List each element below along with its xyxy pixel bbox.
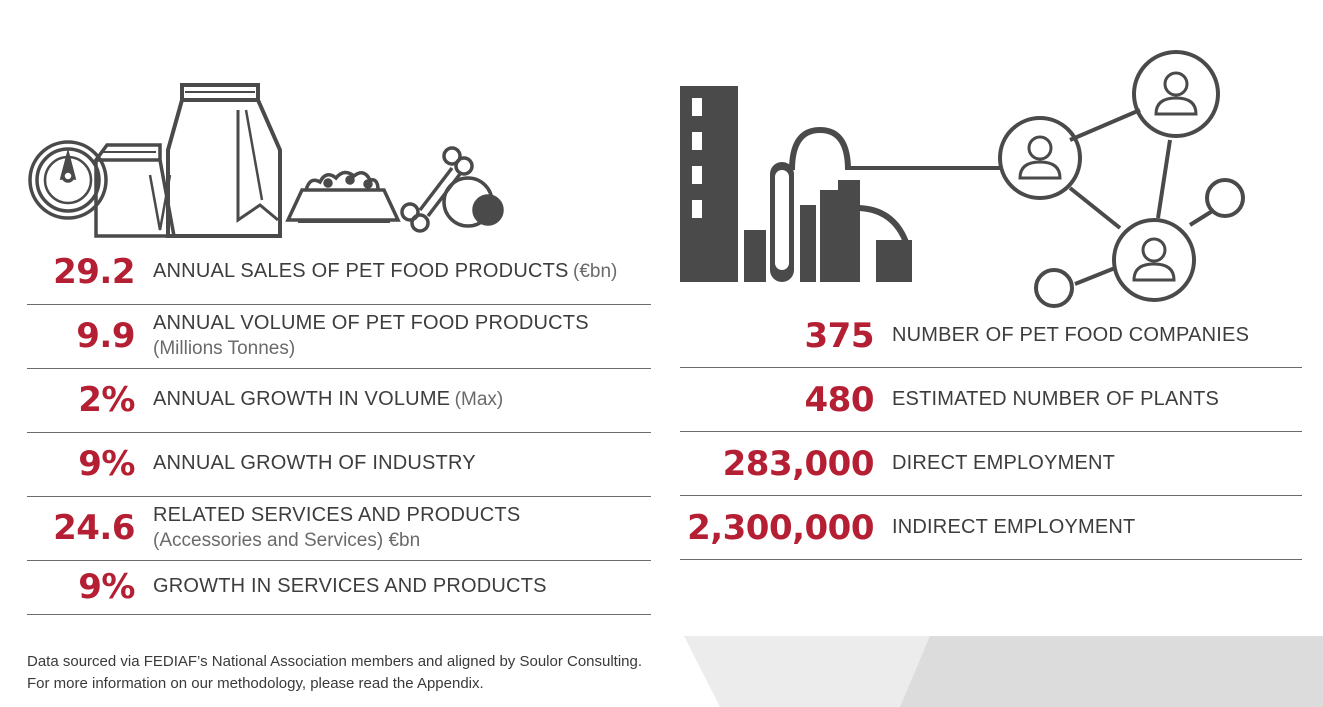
stat-row-plants: 480 ESTIMATED NUMBER OF PLANTS: [0, 368, 1302, 432]
stat-row-growth-services: 9% GROWTH IN SERVICES AND PRODUCTS: [27, 560, 651, 615]
stat-label: ANNUAL VOLUME OF PET FOOD PRODUCTS (Mill…: [153, 311, 589, 361]
stat-label: INDIRECT EMPLOYMENT: [892, 515, 1135, 541]
row-rule: [680, 495, 1302, 496]
bone-and-ball-icon: [400, 146, 504, 233]
row-rule: [680, 559, 1302, 560]
row-rule: [680, 431, 1302, 432]
stat-label-main: GROWTH IN SERVICES AND PRODUCTS: [153, 575, 547, 597]
stat-label-main: ANNUAL GROWTH IN VOLUME: [153, 388, 451, 410]
stat-value: 480: [804, 380, 875, 420]
footer-note: Data sourced via FEDIAF’s National Assoc…: [27, 651, 642, 695]
food-bowl-icon: [285, 170, 401, 223]
factory-icon: [680, 86, 912, 282]
stat-label-note: (€bn): [573, 261, 618, 282]
stat-row-annual-sales: 29.2 ANNUAL SALES OF PET FOOD PRODUCTS (…: [27, 240, 651, 305]
stat-row-companies: 375 NUMBER OF PET FOOD COMPANIES: [0, 304, 1302, 368]
stat-label: DIRECT EMPLOYMENT: [892, 451, 1115, 477]
stat-value: 9%: [78, 567, 135, 607]
stat-value: 29.2: [53, 252, 135, 292]
stat-label-sub: (Millions Tonnes): [153, 338, 296, 359]
stat-label: ESTIMATED NUMBER OF PLANTS: [892, 387, 1219, 413]
stat-row-growth-industry: 9% ANNUAL GROWTH OF INDUSTRY: [27, 432, 651, 497]
stat-label-main: NUMBER OF PET FOOD COMPANIES: [892, 324, 1250, 346]
stat-row-related-services: 24.6 RELATED SERVICES AND PRODUCTS (Acce…: [27, 496, 651, 561]
stat-row-direct-employment: 283,000 DIRECT EMPLOYMENT: [0, 432, 1302, 496]
stat-value: 9%: [78, 444, 135, 484]
stat-row-annual-volume: 9.9 ANNUAL VOLUME OF PET FOOD PRODUCTS (…: [27, 304, 651, 369]
stat-value: 2%: [78, 380, 135, 420]
row-rule: [680, 367, 1302, 368]
stat-label-main: INDIRECT EMPLOYMENT: [892, 516, 1136, 538]
stat-value: 283,000: [722, 444, 875, 484]
stat-label-main: RELATED SERVICES AND PRODUCTS: [153, 504, 521, 526]
stat-value: 375: [804, 316, 875, 356]
stat-label-sub: (Accessories and Services) €bn: [153, 530, 421, 551]
people-network-icon: [848, 50, 1245, 308]
pet-food-bag-large-icon: [166, 83, 282, 238]
stat-row-indirect-employment: 2,300,000 INDIRECT EMPLOYMENT: [0, 496, 1302, 560]
stat-label: ANNUAL GROWTH OF INDUSTRY: [153, 451, 476, 477]
footer-line-2: For more information on our methodology,…: [27, 675, 484, 692]
stat-label: ANNUAL GROWTH IN VOLUME (Max): [153, 387, 503, 413]
rule-mask: [652, 300, 679, 570]
stat-label-main: ESTIMATED NUMBER OF PLANTS: [892, 388, 1220, 410]
stat-label-main: DIRECT EMPLOYMENT: [892, 452, 1116, 474]
stat-label-main: ANNUAL VOLUME OF PET FOOD PRODUCTS: [153, 312, 589, 334]
stat-label: ANNUAL SALES OF PET FOOD PRODUCTS (€bn): [153, 259, 617, 285]
stat-label: GROWTH IN SERVICES AND PRODUCTS: [153, 574, 547, 600]
stat-row-growth-volume: 2% ANNUAL GROWTH IN VOLUME (Max): [27, 368, 651, 433]
pet-food-bag-small-icon: [92, 143, 177, 238]
stat-label-main: ANNUAL SALES OF PET FOOD PRODUCTS: [153, 260, 569, 282]
stat-label-main: ANNUAL GROWTH OF INDUSTRY: [153, 452, 476, 474]
stat-label-note: (Max): [454, 389, 504, 410]
pet-food-can-icon: [28, 140, 108, 220]
stat-value: 24.6: [53, 508, 135, 548]
stat-label: RELATED SERVICES AND PRODUCTS (Accessori…: [153, 503, 520, 553]
footer-line-1: Data sourced via FEDIAF’s National Assoc…: [27, 653, 643, 670]
stat-value: 9.9: [76, 316, 135, 356]
stat-value: 2,300,000: [687, 508, 874, 548]
stat-label: NUMBER OF PET FOOD COMPANIES: [892, 323, 1249, 349]
